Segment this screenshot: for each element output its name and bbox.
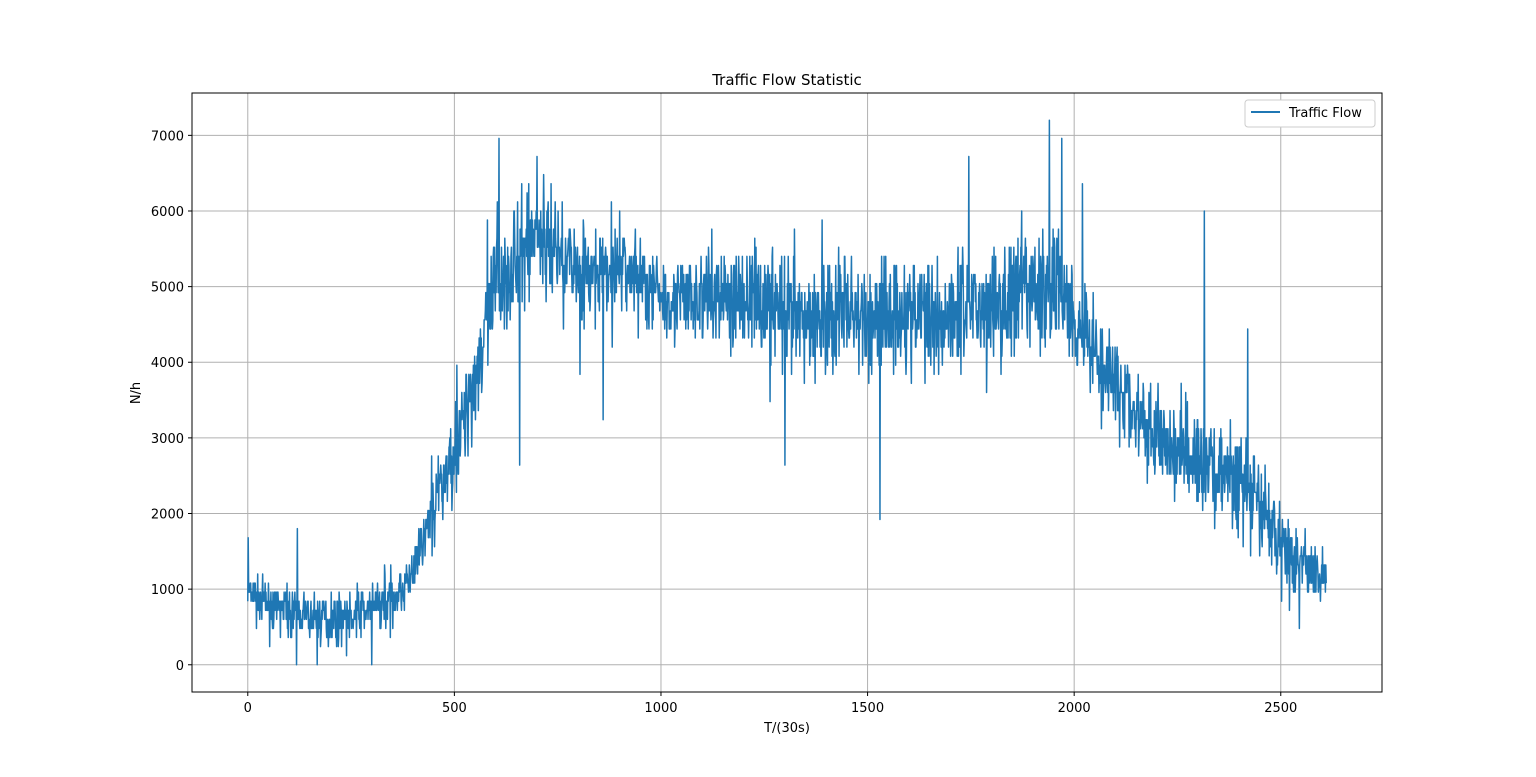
series-layer	[247, 119, 1327, 666]
series-line-traffic-flow	[247, 119, 1327, 666]
x-tick-label: 2500	[1264, 701, 1297, 716]
y-tick-label: 2000	[151, 508, 184, 523]
y-tick-label: 1000	[151, 583, 184, 598]
chart-title: Traffic Flow Statistic	[711, 71, 862, 89]
y-tick-label: 3000	[151, 432, 184, 447]
y-tick-label: 4000	[151, 356, 184, 371]
x-tick-label: 1500	[851, 701, 884, 716]
x-tick-label: 500	[442, 701, 467, 716]
x-axis: 0 500 1000 1500 2000 2500	[244, 692, 1297, 716]
x-tick-label: 2000	[1058, 701, 1091, 716]
y-axis: 0 1000 2000 3000 4000 5000 6000 7000	[151, 129, 192, 674]
x-tick-label: 1000	[644, 701, 677, 716]
y-tick-label: 7000	[151, 129, 184, 144]
x-axis-label: T/(30s)	[763, 721, 810, 736]
legend-box	[1244, 99, 1376, 128]
x-tick-label: 0	[244, 701, 252, 716]
plot-frame	[191, 92, 1383, 693]
y-axis-label: N/h	[129, 382, 144, 404]
legend: Traffic Flow	[1244, 99, 1376, 128]
y-tick-label: 5000	[151, 281, 184, 296]
y-tick-label: 6000	[151, 205, 184, 220]
legend-label-traffic-flow: Traffic Flow	[1288, 106, 1362, 121]
y-tick-label: 0	[176, 659, 184, 674]
